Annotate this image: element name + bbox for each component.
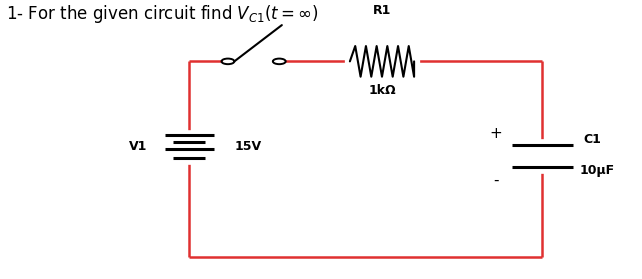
Text: 10μF: 10μF bbox=[580, 164, 615, 177]
Text: R1: R1 bbox=[373, 4, 391, 17]
Text: V1: V1 bbox=[129, 140, 147, 153]
Text: 15V: 15V bbox=[234, 140, 261, 153]
Text: 1kΩ: 1kΩ bbox=[368, 84, 396, 97]
Text: 1- For the given circuit find $V_{C1}(t = \infty)$: 1- For the given circuit find $V_{C1}(t … bbox=[6, 3, 319, 25]
Text: -: - bbox=[493, 172, 498, 187]
Text: C1: C1 bbox=[583, 133, 601, 146]
Text: +: + bbox=[489, 126, 502, 141]
